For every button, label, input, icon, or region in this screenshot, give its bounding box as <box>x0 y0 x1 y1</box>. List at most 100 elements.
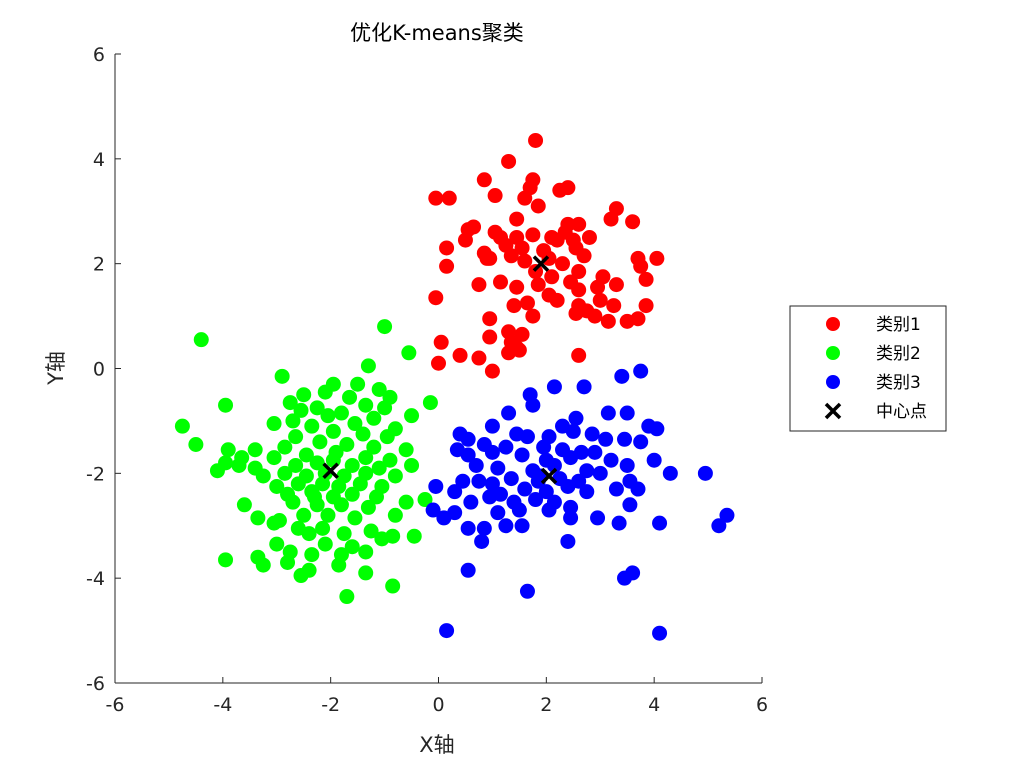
data-point-series-3 <box>719 507 735 523</box>
data-point-series-3 <box>619 405 635 421</box>
data-point-series-2 <box>269 478 285 494</box>
y-tick-label: -6 <box>86 673 105 695</box>
center-marker <box>322 462 339 479</box>
data-point-series-2 <box>398 442 414 458</box>
data-point-series-2 <box>277 439 293 455</box>
data-point-series-1 <box>431 355 446 371</box>
data-point-series-3 <box>436 510 452 526</box>
data-point-series-1 <box>649 250 665 266</box>
x-tick-label: 2 <box>540 694 552 716</box>
data-point-series-2 <box>368 489 384 505</box>
data-point-series-2 <box>293 402 309 418</box>
data-point-series-2 <box>218 397 234 413</box>
data-point-series-2 <box>360 358 376 374</box>
y-tick-label: 4 <box>93 149 105 171</box>
data-point-series-2 <box>339 437 355 453</box>
data-point-series-1 <box>482 329 498 345</box>
data-point-series-3 <box>498 518 514 534</box>
data-point-series-3 <box>468 457 484 473</box>
data-point-series-3 <box>563 510 579 526</box>
data-point-series-1 <box>592 292 608 308</box>
data-point-series-1 <box>638 298 654 314</box>
legend-label-2: 类别2 <box>876 344 921 364</box>
data-point-series-2 <box>404 408 420 424</box>
data-point-series-3 <box>611 515 627 531</box>
data-point-series-2 <box>404 457 420 473</box>
data-point-series-2 <box>236 497 252 513</box>
data-point-series-2 <box>290 476 306 492</box>
data-point-series-2 <box>282 395 298 411</box>
data-point-series-2 <box>320 507 336 523</box>
data-point-series-3 <box>587 444 603 460</box>
data-point-series-1 <box>606 298 622 314</box>
data-point-series-2 <box>336 526 352 542</box>
data-point-series-1 <box>638 271 654 287</box>
data-point-series-3 <box>598 431 614 447</box>
legend-items: 类别1 类别2 类别3 中心点 <box>824 315 927 422</box>
data-point-series-3 <box>579 463 595 479</box>
data-point-series-1 <box>530 277 546 293</box>
data-point-series-3 <box>455 473 471 489</box>
data-point-series-1 <box>587 308 603 324</box>
data-point-series-2 <box>209 463 225 479</box>
data-point-series-1 <box>571 347 587 363</box>
data-point-series-1 <box>590 279 606 295</box>
data-point-series-3 <box>528 492 544 508</box>
data-point-series-3 <box>471 473 487 489</box>
data-point-series-2 <box>358 565 374 581</box>
data-point-series-3 <box>633 363 649 379</box>
data-point-series-3 <box>617 570 633 586</box>
data-point-series-3 <box>460 447 476 463</box>
data-point-series-3 <box>447 484 463 500</box>
data-point-series-1 <box>603 211 619 227</box>
data-point-series-2 <box>301 526 317 542</box>
plot-points <box>174 132 735 641</box>
data-point-series-2 <box>296 387 312 403</box>
data-point-series-3 <box>614 368 630 384</box>
data-point-series-2 <box>355 426 371 442</box>
data-point-series-1 <box>514 326 530 342</box>
data-point-series-3 <box>501 405 517 421</box>
data-point-series-3 <box>565 423 581 439</box>
data-point-series-3 <box>490 505 506 521</box>
data-point-series-3 <box>490 460 506 476</box>
data-point-series-3 <box>484 476 500 492</box>
data-point-series-3 <box>600 405 616 421</box>
data-point-series-1 <box>625 214 641 230</box>
data-point-series-3 <box>633 434 649 450</box>
data-point-series-2 <box>377 400 393 416</box>
data-point-series-1 <box>555 256 571 272</box>
data-point-series-2 <box>352 476 368 492</box>
data-point-series-2 <box>266 515 282 531</box>
data-point-series-1 <box>493 274 509 290</box>
legend-marker-2 <box>826 346 840 360</box>
data-point-series-2 <box>255 468 271 484</box>
data-point-series-1 <box>630 311 646 327</box>
data-point-series-3 <box>476 520 492 536</box>
data-point-series-2 <box>312 434 328 450</box>
data-point-series-2 <box>331 557 347 573</box>
data-point-series-1 <box>501 153 517 169</box>
data-point-series-2 <box>385 528 401 544</box>
data-point-series-2 <box>309 400 325 416</box>
data-point-series-3 <box>474 533 490 549</box>
data-point-series-3 <box>560 478 576 494</box>
data-point-series-3 <box>517 481 533 497</box>
data-point-series-2 <box>347 416 363 432</box>
data-point-series-3 <box>590 510 606 526</box>
data-point-series-1 <box>503 248 519 264</box>
data-point-series-1 <box>608 277 624 293</box>
data-point-series-1 <box>506 298 522 314</box>
data-point-series-2 <box>385 578 401 594</box>
data-point-series-3 <box>484 418 500 434</box>
data-point-series-1 <box>509 211 525 227</box>
y-tick-label: -2 <box>86 463 105 485</box>
data-point-series-1 <box>511 342 527 358</box>
data-point-series-1 <box>433 334 449 350</box>
y-tick-label: 0 <box>93 359 105 381</box>
data-point-series-3 <box>608 481 624 497</box>
data-point-series-2 <box>344 486 360 502</box>
data-point-series-2 <box>371 460 387 476</box>
data-point-series-3 <box>460 562 476 578</box>
